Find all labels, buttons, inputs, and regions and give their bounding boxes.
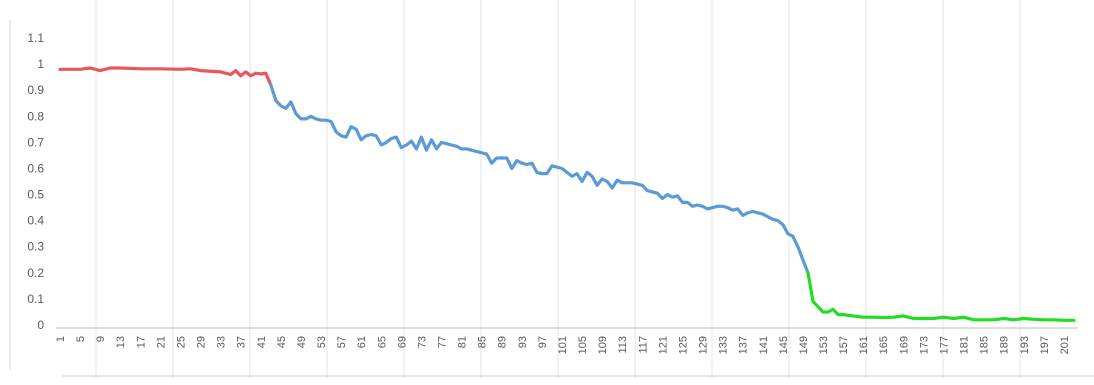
x-tick-label: 25 (175, 336, 187, 348)
x-tick-label: 69 (396, 336, 408, 348)
x-tick-label: 5 (75, 336, 87, 342)
x-tick-label: 53 (316, 336, 328, 348)
x-tick-label: 105 (577, 336, 589, 354)
y-tick-label: 1.1 (27, 31, 44, 45)
x-tick-label: 165 (878, 336, 890, 354)
chart-frame (9, 20, 1094, 377)
x-tick-label: 181 (959, 336, 971, 354)
series-lines (58, 66, 1076, 322)
x-tick-label: 157 (838, 336, 850, 354)
y-tick-label: 0.8 (27, 109, 44, 123)
y-tick-label: 0.2 (27, 266, 44, 280)
x-tick-label: 117 (637, 336, 649, 354)
x-tick-label: 113 (617, 336, 629, 354)
x-tick-label: 65 (376, 336, 388, 348)
x-tick-label: 125 (677, 336, 689, 354)
x-tick-label: 141 (758, 336, 770, 354)
x-tick-label: 49 (296, 336, 308, 348)
x-tick-label: 97 (537, 336, 549, 348)
y-tick-label: 1 (37, 57, 44, 71)
x-tick-label: 129 (698, 336, 710, 354)
x-tick-label: 201 (1059, 336, 1071, 354)
x-tick-label: 169 (898, 336, 910, 354)
x-tick-label: 93 (517, 336, 529, 348)
x-tick-label: 173 (918, 336, 930, 354)
y-tick-label: 0.9 (27, 83, 44, 97)
x-tick-label: 37 (236, 336, 248, 348)
y-tick-label: 0.5 (27, 188, 44, 202)
x-tick-label: 89 (497, 336, 509, 348)
x-tick-label: 61 (356, 336, 368, 348)
x-tick-label: 189 (999, 336, 1011, 354)
x-tick-label: 45 (276, 336, 288, 348)
x-tick-label: 197 (1039, 336, 1051, 354)
x-tick-label: 185 (979, 336, 991, 354)
x-tick-label: 177 (938, 336, 950, 354)
x-tick-label: 33 (216, 336, 228, 348)
x-tick-label: 17 (135, 336, 147, 348)
x-tick-label: 193 (1019, 336, 1031, 354)
x-tick-label: 137 (738, 336, 750, 354)
y-tick-label: 0.3 (27, 240, 44, 254)
vertical-gridlines (95, 0, 1021, 378)
x-tick-label: 101 (557, 336, 569, 354)
series-line-3 (806, 271, 1076, 322)
y-axis-ticks: 0 0.1 0.2 0.3 0.4 0.5 0.6 0.7 0.8 0.9 1 1.1 (27, 31, 44, 332)
x-tick-label: 153 (818, 336, 830, 354)
x-tick-label: 109 (597, 336, 609, 354)
series-line-1 (58, 66, 273, 87)
x-axis-ticks: 1 5 9 13 17 21 25 29 33 37 41 45 49 53 57 61 65 69 73 77 81 8… (55, 336, 1071, 354)
y-tick-label: 0.6 (27, 161, 44, 175)
x-tick-label: 21 (155, 336, 167, 348)
x-tick-label: 149 (798, 336, 810, 354)
x-tick-label: 85 (477, 336, 489, 348)
x-tick-label: 133 (718, 336, 730, 354)
x-tick-label: 121 (657, 336, 669, 354)
x-tick-label: 77 (437, 336, 449, 348)
x-tick-label: 1 (55, 336, 67, 342)
x-tick-label: 145 (778, 336, 790, 354)
x-tick-label: 73 (416, 336, 428, 348)
x-tick-label: 81 (457, 336, 469, 348)
y-tick-label: 0.1 (27, 292, 44, 306)
x-tick-label: 29 (196, 336, 208, 348)
x-tick-label: 57 (336, 336, 348, 348)
y-tick-label: 0.7 (27, 135, 44, 149)
x-tick-label: 9 (95, 336, 107, 342)
x-tick-label: 161 (858, 336, 870, 354)
x-tick-label: 41 (256, 336, 268, 348)
series-line-2 (269, 83, 810, 275)
x-tick-label: 13 (115, 336, 127, 348)
y-tick-label: 0 (37, 318, 44, 332)
y-tick-label: 0.4 (27, 214, 44, 228)
